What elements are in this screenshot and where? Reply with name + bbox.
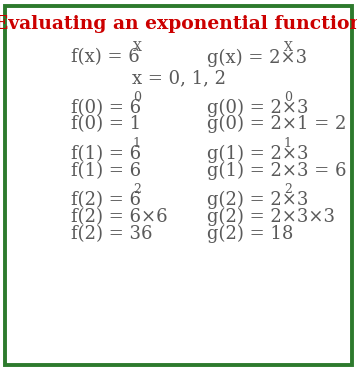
Text: 0: 0	[284, 91, 292, 104]
Text: Evaluating an exponential function: Evaluating an exponential function	[0, 15, 357, 33]
Text: g(2) = 18: g(2) = 18	[207, 224, 293, 243]
Text: g(2) = 2×3×3: g(2) = 2×3×3	[207, 208, 335, 226]
Text: X: X	[133, 40, 142, 54]
Text: f(1) = 6: f(1) = 6	[71, 162, 141, 180]
Text: 1: 1	[133, 137, 141, 150]
Text: f(0) = 6: f(0) = 6	[71, 99, 141, 116]
Text: 0: 0	[133, 91, 141, 104]
FancyBboxPatch shape	[5, 6, 352, 365]
Text: f(x) = 6: f(x) = 6	[71, 49, 140, 66]
Text: g(0) = 2×1 = 2: g(0) = 2×1 = 2	[207, 115, 346, 134]
Text: f(0) = 1: f(0) = 1	[71, 115, 141, 133]
Text: 2: 2	[284, 183, 292, 197]
Text: g(x) = 2×3: g(x) = 2×3	[207, 48, 307, 67]
Text: g(1) = 2×3 = 6: g(1) = 2×3 = 6	[207, 161, 347, 180]
Text: 2: 2	[133, 183, 141, 197]
Text: X: X	[284, 40, 293, 54]
Text: f(1) = 6: f(1) = 6	[71, 145, 141, 163]
Text: x = 0, 1, 2: x = 0, 1, 2	[131, 69, 226, 87]
Text: g(1) = 2×3: g(1) = 2×3	[207, 145, 308, 163]
Text: f(2) = 36: f(2) = 36	[71, 225, 153, 243]
Text: g(0) = 2×3: g(0) = 2×3	[207, 98, 308, 117]
Text: g(2) = 2×3: g(2) = 2×3	[207, 191, 308, 210]
Text: f(2) = 6: f(2) = 6	[71, 191, 141, 209]
Text: 1: 1	[284, 137, 292, 150]
Text: f(2) = 6×6: f(2) = 6×6	[71, 208, 168, 226]
